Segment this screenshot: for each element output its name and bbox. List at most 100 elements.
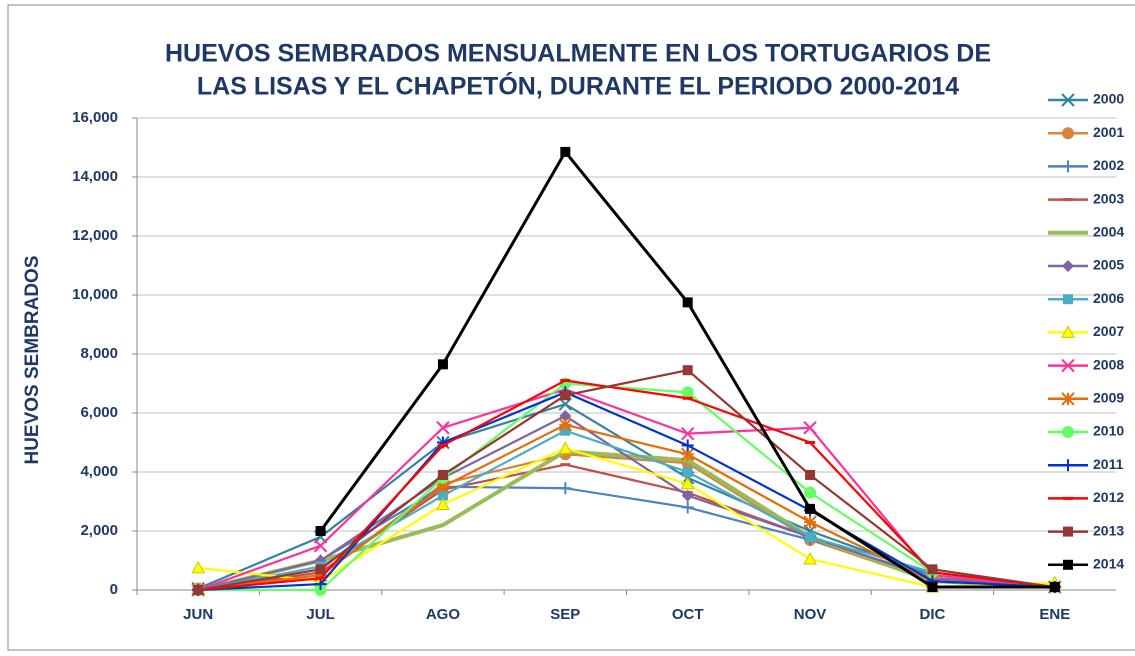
x-tick-label: JUN <box>183 606 213 623</box>
marker <box>436 497 450 510</box>
y-tick-label: 2,000 <box>80 522 118 539</box>
marker <box>191 560 206 574</box>
y-tick-label: 0 <box>110 581 118 598</box>
marker <box>680 476 695 490</box>
legend-label: 2001 <box>1093 124 1124 140</box>
legend-label: 2005 <box>1093 257 1124 273</box>
marker <box>682 297 693 308</box>
marker <box>313 539 328 553</box>
marker <box>1061 358 1075 373</box>
y-tick-label: 8,000 <box>80 345 118 362</box>
legend-label: 2014 <box>1093 556 1124 572</box>
marker <box>682 365 693 376</box>
y-tick-label: 6,000 <box>80 404 118 421</box>
marker <box>558 418 573 432</box>
x-tick-label: OCT <box>672 606 704 623</box>
marker <box>559 482 572 495</box>
marker <box>315 564 326 575</box>
marker <box>1062 127 1074 140</box>
marker <box>314 578 327 591</box>
marker-part <box>437 359 448 370</box>
marker <box>315 526 326 536</box>
marker <box>803 515 817 529</box>
marker <box>803 551 817 565</box>
marker <box>927 564 938 575</box>
marker-part <box>927 582 938 593</box>
marker <box>1063 294 1073 305</box>
marker <box>1062 426 1074 438</box>
marker-part <box>560 146 571 157</box>
marker-part <box>437 490 448 501</box>
marker <box>1061 325 1075 338</box>
marker <box>681 439 694 452</box>
marker <box>805 469 816 480</box>
legend-label: 2010 <box>1093 423 1124 439</box>
marker-part <box>313 539 328 553</box>
x-tick-label: ENE <box>1039 606 1070 623</box>
marker-part <box>1061 93 1075 107</box>
legend-label: 2008 <box>1093 356 1124 372</box>
marker <box>804 486 817 499</box>
marker-part <box>682 297 693 308</box>
marker <box>681 489 694 502</box>
marker-part <box>559 409 572 422</box>
marker-part <box>681 489 694 502</box>
marker <box>1063 526 1073 537</box>
legend-label: 2007 <box>1093 323 1124 339</box>
marker <box>803 421 817 435</box>
marker <box>437 359 448 370</box>
marker <box>927 582 938 593</box>
marker-part <box>1061 358 1075 373</box>
marker <box>436 421 450 435</box>
marker <box>437 490 448 501</box>
y-tick-label: 14,000 <box>72 168 118 185</box>
marker <box>805 531 816 542</box>
marker <box>1062 160 1074 173</box>
marker-part <box>680 476 695 490</box>
y-tick-label: 10,000 <box>72 286 118 303</box>
legend-label: 2011 <box>1093 456 1124 472</box>
marker <box>680 426 695 441</box>
marker <box>1063 559 1073 570</box>
marker <box>681 386 694 399</box>
marker-part <box>1062 127 1074 140</box>
marker-part <box>560 390 571 401</box>
marker-part <box>1049 582 1060 593</box>
series-line <box>198 382 1055 592</box>
x-tick-label: JUL <box>306 606 334 623</box>
marker <box>560 146 571 157</box>
marker-part <box>682 365 693 376</box>
legend-label: 2002 <box>1093 157 1124 173</box>
marker-part <box>804 486 817 499</box>
chart-title: HUEVOS SEMBRADOS MENSUALMENTE EN LOS TOR… <box>165 40 991 68</box>
marker <box>681 501 694 514</box>
chart-border <box>7 4 1135 651</box>
marker-part <box>803 551 817 565</box>
marker-part <box>437 469 448 480</box>
y-tick-label: 16,000 <box>72 109 118 126</box>
legend-label: 2013 <box>1093 522 1124 538</box>
series-line <box>198 447 1055 589</box>
x-tick-label: NOV <box>794 606 827 623</box>
marker-part <box>681 386 694 399</box>
marker-part <box>805 469 816 480</box>
series-line <box>198 379 1055 592</box>
y-tick-label: 4,000 <box>80 463 118 480</box>
marker-part <box>682 467 693 477</box>
marker <box>193 585 204 595</box>
marker <box>558 441 573 454</box>
marker <box>805 503 816 514</box>
marker-part <box>803 421 817 435</box>
marker-part <box>1062 426 1074 438</box>
marker <box>560 390 571 401</box>
y-axis-label: HUEVOS SEMBRADOS <box>22 255 43 464</box>
y-tick-label: 12,000 <box>72 227 118 244</box>
marker-part <box>1063 526 1073 537</box>
marker-part <box>805 531 816 542</box>
marker-part <box>1061 325 1075 338</box>
marker <box>1049 582 1060 593</box>
legend-label: 2006 <box>1093 290 1124 306</box>
legend-label: 2000 <box>1093 91 1124 107</box>
marker-part <box>436 497 450 510</box>
